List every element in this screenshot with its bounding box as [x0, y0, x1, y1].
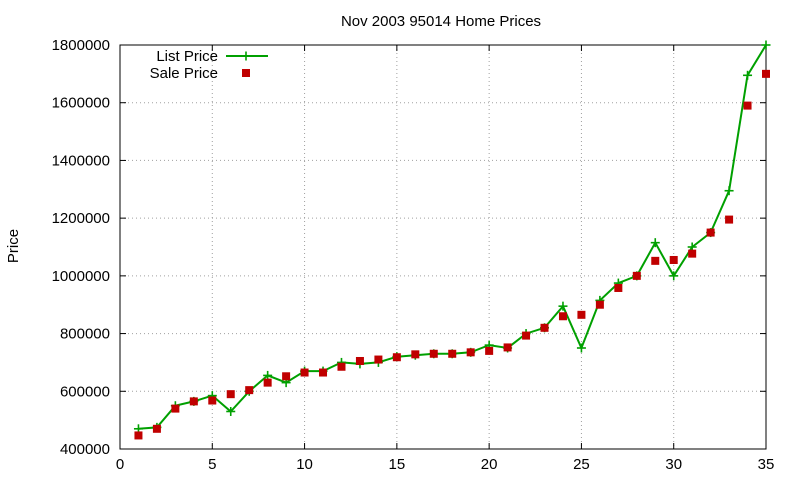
data-point: [448, 349, 457, 358]
data-point: [577, 310, 586, 319]
data-point: [300, 368, 309, 377]
data-point: [411, 350, 420, 359]
y-axis-label: Price: [5, 229, 22, 263]
grid-layer: [120, 45, 766, 449]
legend-swatch-marker: [242, 69, 250, 77]
data-point: [503, 343, 512, 352]
data-point: [429, 349, 438, 358]
data-point: [595, 300, 604, 309]
legend-swatch-marker: [241, 51, 251, 61]
data-point: [392, 353, 401, 362]
series-layer: [133, 40, 771, 440]
data-point: [558, 312, 567, 321]
series-sale-price: [134, 69, 770, 440]
x-tick-label: 10: [296, 456, 313, 473]
data-point: [651, 256, 660, 265]
data-point: [632, 271, 641, 280]
data-point: [650, 238, 660, 248]
data-point: [485, 346, 494, 355]
data-point: [614, 283, 623, 292]
y-tick-label: 800000: [60, 326, 110, 343]
data-point: [558, 301, 568, 311]
tick-layer: 0 5 10 15 20 25 30 35 400000 600000 800000 1000000 1…: [52, 37, 775, 473]
data-point: [282, 372, 291, 381]
data-point: [189, 397, 198, 406]
plot-frame: [119, 44, 767, 450]
data-point: [355, 356, 364, 365]
data-point: [337, 362, 346, 371]
y-tick-label: 1800000: [52, 37, 110, 54]
data-point: [152, 424, 161, 433]
y-tick-label: 600000: [60, 383, 110, 400]
data-point: [466, 348, 475, 357]
x-tick-label: 35: [758, 456, 775, 473]
data-point: [724, 186, 734, 196]
data-point: [669, 271, 679, 281]
x-tick-label: 20: [481, 456, 498, 473]
y-tick-label: 1400000: [52, 152, 110, 169]
data-point: [669, 255, 678, 264]
data-point: [522, 331, 531, 340]
data-point: [171, 404, 180, 413]
data-point: [688, 249, 697, 258]
data-point: [263, 370, 273, 380]
x-tick-label: 15: [389, 456, 406, 473]
chart-title: Nov 2003 95014 Home Prices: [341, 13, 541, 30]
y-tick-label: 400000: [60, 441, 110, 458]
legend-label: Sale Price: [150, 65, 218, 82]
y-tick-label: 1000000: [52, 268, 110, 285]
data-point: [576, 343, 586, 353]
x-tick-label: 30: [665, 456, 682, 473]
x-tick-label: 0: [116, 456, 124, 473]
data-point: [263, 378, 272, 387]
data-point: [762, 69, 770, 78]
data-point: [743, 70, 753, 80]
data-point: [245, 386, 254, 395]
series-list-price: [133, 40, 771, 434]
x-tick-label: 25: [573, 456, 590, 473]
data-point: [743, 101, 752, 110]
y-tick-label: 1600000: [52, 95, 110, 112]
x-tick-label: 5: [208, 456, 216, 473]
data-point: [540, 323, 549, 332]
data-point: [319, 368, 328, 377]
data-point: [134, 431, 143, 440]
data-point: [706, 228, 715, 237]
data-point: [725, 215, 734, 224]
legend-label: List Price: [156, 48, 218, 65]
data-point: [208, 396, 217, 405]
data-point: [374, 355, 383, 364]
data-point: [226, 390, 235, 399]
y-tick-label: 1200000: [52, 210, 110, 227]
data-point: [761, 40, 771, 50]
data-point: [226, 406, 236, 416]
